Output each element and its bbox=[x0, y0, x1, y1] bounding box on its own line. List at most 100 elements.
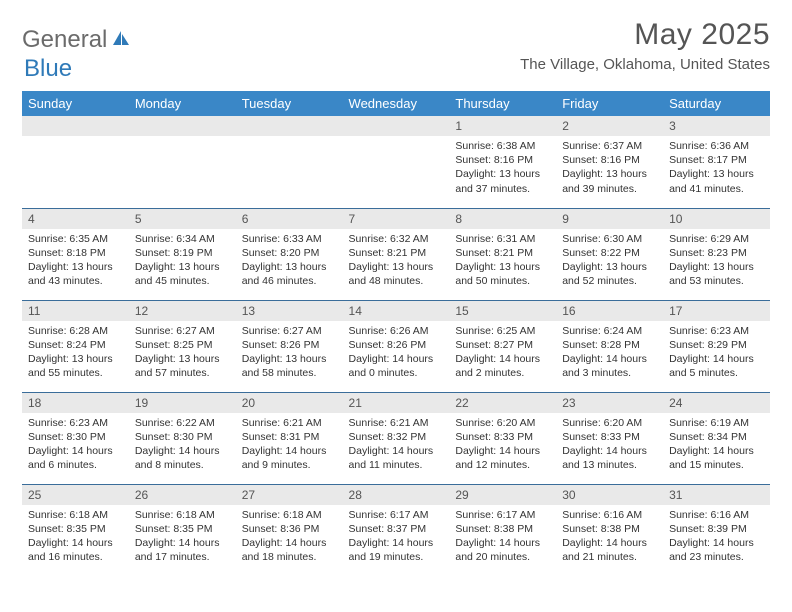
calendar-day-cell: 31Sunrise: 6:16 AMSunset: 8:39 PMDayligh… bbox=[663, 484, 770, 576]
day-number-empty bbox=[129, 116, 236, 136]
day-number: 9 bbox=[556, 209, 663, 229]
day-number: 1 bbox=[449, 116, 556, 136]
calendar-week-row: 4Sunrise: 6:35 AMSunset: 8:18 PMDaylight… bbox=[22, 208, 770, 300]
day-number: 2 bbox=[556, 116, 663, 136]
day-number: 11 bbox=[22, 301, 129, 321]
calendar-day-cell: 13Sunrise: 6:27 AMSunset: 8:26 PMDayligh… bbox=[236, 300, 343, 392]
day-of-week-header: Friday bbox=[556, 91, 663, 116]
calendar-day-cell: 25Sunrise: 6:18 AMSunset: 8:35 PMDayligh… bbox=[22, 484, 129, 576]
day-details: Sunrise: 6:25 AMSunset: 8:27 PMDaylight:… bbox=[449, 321, 556, 385]
day-number: 26 bbox=[129, 485, 236, 505]
day-details: Sunrise: 6:23 AMSunset: 8:30 PMDaylight:… bbox=[22, 413, 129, 477]
day-number: 15 bbox=[449, 301, 556, 321]
calendar-day-cell: 21Sunrise: 6:21 AMSunset: 8:32 PMDayligh… bbox=[343, 392, 450, 484]
calendar-table: SundayMondayTuesdayWednesdayThursdayFrid… bbox=[22, 91, 770, 576]
day-details: Sunrise: 6:16 AMSunset: 8:39 PMDaylight:… bbox=[663, 505, 770, 569]
day-details: Sunrise: 6:31 AMSunset: 8:21 PMDaylight:… bbox=[449, 229, 556, 293]
day-number: 27 bbox=[236, 485, 343, 505]
day-number: 6 bbox=[236, 209, 343, 229]
day-details: Sunrise: 6:29 AMSunset: 8:23 PMDaylight:… bbox=[663, 229, 770, 293]
day-of-week-header: Saturday bbox=[663, 91, 770, 116]
calendar-day-cell: 18Sunrise: 6:23 AMSunset: 8:30 PMDayligh… bbox=[22, 392, 129, 484]
day-number: 22 bbox=[449, 393, 556, 413]
day-number: 12 bbox=[129, 301, 236, 321]
title-block: May 2025 The Village, Oklahoma, United S… bbox=[520, 18, 770, 73]
calendar-day-cell: 17Sunrise: 6:23 AMSunset: 8:29 PMDayligh… bbox=[663, 300, 770, 392]
day-number: 3 bbox=[663, 116, 770, 136]
day-number: 23 bbox=[556, 393, 663, 413]
day-number: 25 bbox=[22, 485, 129, 505]
day-of-week-header: Sunday bbox=[22, 91, 129, 116]
day-number: 8 bbox=[449, 209, 556, 229]
calendar-day-cell: 10Sunrise: 6:29 AMSunset: 8:23 PMDayligh… bbox=[663, 208, 770, 300]
day-details: Sunrise: 6:32 AMSunset: 8:21 PMDaylight:… bbox=[343, 229, 450, 293]
day-details: Sunrise: 6:27 AMSunset: 8:25 PMDaylight:… bbox=[129, 321, 236, 385]
day-details: Sunrise: 6:22 AMSunset: 8:30 PMDaylight:… bbox=[129, 413, 236, 477]
day-of-week-header: Thursday bbox=[449, 91, 556, 116]
location-label: The Village, Oklahoma, United States bbox=[520, 56, 770, 73]
calendar-day-cell: 6Sunrise: 6:33 AMSunset: 8:20 PMDaylight… bbox=[236, 208, 343, 300]
calendar-week-row: 11Sunrise: 6:28 AMSunset: 8:24 PMDayligh… bbox=[22, 300, 770, 392]
day-details: Sunrise: 6:36 AMSunset: 8:17 PMDaylight:… bbox=[663, 136, 770, 200]
logo: General bbox=[22, 18, 131, 54]
day-of-week-header: Tuesday bbox=[236, 91, 343, 116]
day-details: Sunrise: 6:19 AMSunset: 8:34 PMDaylight:… bbox=[663, 413, 770, 477]
day-details: Sunrise: 6:21 AMSunset: 8:31 PMDaylight:… bbox=[236, 413, 343, 477]
day-number: 30 bbox=[556, 485, 663, 505]
day-number: 7 bbox=[343, 209, 450, 229]
calendar-day-cell: 24Sunrise: 6:19 AMSunset: 8:34 PMDayligh… bbox=[663, 392, 770, 484]
day-of-week-header: Monday bbox=[129, 91, 236, 116]
calendar-day-cell: 2Sunrise: 6:37 AMSunset: 8:16 PMDaylight… bbox=[556, 116, 663, 208]
day-number: 14 bbox=[343, 301, 450, 321]
day-number: 16 bbox=[556, 301, 663, 321]
sail-icon bbox=[111, 26, 131, 54]
day-details: Sunrise: 6:35 AMSunset: 8:18 PMDaylight:… bbox=[22, 229, 129, 293]
calendar-day-cell: 7Sunrise: 6:32 AMSunset: 8:21 PMDaylight… bbox=[343, 208, 450, 300]
logo-text-general: General bbox=[22, 26, 107, 54]
calendar-day-cell: 23Sunrise: 6:20 AMSunset: 8:33 PMDayligh… bbox=[556, 392, 663, 484]
calendar-day-cell: 30Sunrise: 6:16 AMSunset: 8:38 PMDayligh… bbox=[556, 484, 663, 576]
calendar-day-cell: 26Sunrise: 6:18 AMSunset: 8:35 PMDayligh… bbox=[129, 484, 236, 576]
month-title: May 2025 bbox=[520, 18, 770, 52]
day-details: Sunrise: 6:24 AMSunset: 8:28 PMDaylight:… bbox=[556, 321, 663, 385]
calendar-day-cell: 27Sunrise: 6:18 AMSunset: 8:36 PMDayligh… bbox=[236, 484, 343, 576]
calendar-day-cell bbox=[343, 116, 450, 208]
calendar-week-row: 1Sunrise: 6:38 AMSunset: 8:16 PMDaylight… bbox=[22, 116, 770, 208]
day-details: Sunrise: 6:30 AMSunset: 8:22 PMDaylight:… bbox=[556, 229, 663, 293]
day-number: 31 bbox=[663, 485, 770, 505]
day-details: Sunrise: 6:18 AMSunset: 8:35 PMDaylight:… bbox=[22, 505, 129, 569]
day-details: Sunrise: 6:33 AMSunset: 8:20 PMDaylight:… bbox=[236, 229, 343, 293]
day-details: Sunrise: 6:34 AMSunset: 8:19 PMDaylight:… bbox=[129, 229, 236, 293]
calendar-day-cell: 8Sunrise: 6:31 AMSunset: 8:21 PMDaylight… bbox=[449, 208, 556, 300]
calendar-day-cell bbox=[22, 116, 129, 208]
calendar-day-cell: 28Sunrise: 6:17 AMSunset: 8:37 PMDayligh… bbox=[343, 484, 450, 576]
calendar-day-cell: 3Sunrise: 6:36 AMSunset: 8:17 PMDaylight… bbox=[663, 116, 770, 208]
calendar-day-cell: 5Sunrise: 6:34 AMSunset: 8:19 PMDaylight… bbox=[129, 208, 236, 300]
day-details: Sunrise: 6:16 AMSunset: 8:38 PMDaylight:… bbox=[556, 505, 663, 569]
calendar-day-cell: 15Sunrise: 6:25 AMSunset: 8:27 PMDayligh… bbox=[449, 300, 556, 392]
calendar-day-cell: 14Sunrise: 6:26 AMSunset: 8:26 PMDayligh… bbox=[343, 300, 450, 392]
logo-text-blue: Blue bbox=[24, 55, 72, 83]
calendar-day-cell: 1Sunrise: 6:38 AMSunset: 8:16 PMDaylight… bbox=[449, 116, 556, 208]
day-number: 4 bbox=[22, 209, 129, 229]
calendar-day-cell: 29Sunrise: 6:17 AMSunset: 8:38 PMDayligh… bbox=[449, 484, 556, 576]
calendar-page: General May 2025 The Village, Oklahoma, … bbox=[0, 0, 792, 576]
calendar-day-cell: 20Sunrise: 6:21 AMSunset: 8:31 PMDayligh… bbox=[236, 392, 343, 484]
calendar-body: 1Sunrise: 6:38 AMSunset: 8:16 PMDaylight… bbox=[22, 116, 770, 576]
calendar-day-cell: 11Sunrise: 6:28 AMSunset: 8:24 PMDayligh… bbox=[22, 300, 129, 392]
calendar-day-cell bbox=[236, 116, 343, 208]
day-details: Sunrise: 6:20 AMSunset: 8:33 PMDaylight:… bbox=[556, 413, 663, 477]
day-details: Sunrise: 6:18 AMSunset: 8:35 PMDaylight:… bbox=[129, 505, 236, 569]
day-of-week-header: Wednesday bbox=[343, 91, 450, 116]
day-number: 5 bbox=[129, 209, 236, 229]
calendar-day-cell: 9Sunrise: 6:30 AMSunset: 8:22 PMDaylight… bbox=[556, 208, 663, 300]
day-details: Sunrise: 6:27 AMSunset: 8:26 PMDaylight:… bbox=[236, 321, 343, 385]
day-number: 28 bbox=[343, 485, 450, 505]
day-number-empty bbox=[343, 116, 450, 136]
calendar-day-cell bbox=[129, 116, 236, 208]
day-details: Sunrise: 6:17 AMSunset: 8:37 PMDaylight:… bbox=[343, 505, 450, 569]
day-details: Sunrise: 6:37 AMSunset: 8:16 PMDaylight:… bbox=[556, 136, 663, 200]
day-number: 24 bbox=[663, 393, 770, 413]
day-number-empty bbox=[236, 116, 343, 136]
calendar-week-row: 25Sunrise: 6:18 AMSunset: 8:35 PMDayligh… bbox=[22, 484, 770, 576]
